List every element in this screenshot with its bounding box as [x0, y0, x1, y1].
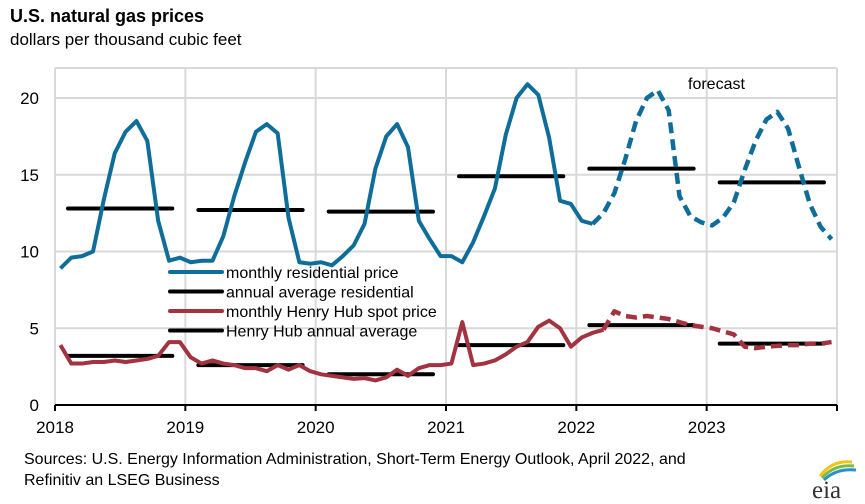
y-tick-label: 20: [20, 89, 39, 108]
logo-arc-green: [820, 464, 855, 480]
legend-label: Henry Hub annual average: [226, 324, 417, 341]
henry_hub-forecast-line: [601, 309, 832, 351]
logo-arc-yellow: [818, 460, 853, 477]
y-tick-label: 10: [20, 243, 39, 262]
y-tick-label: 15: [20, 166, 39, 185]
source-line-1: Sources: U.S. Energy Information Adminis…: [24, 451, 686, 468]
henry_hub-history-line: [58, 318, 605, 383]
residential-history-line: [59, 82, 594, 270]
x-tick-label: 2022: [557, 418, 595, 437]
y-tick-label: 0: [30, 396, 39, 415]
chart-subtitle: dollars per thousand cubic feet: [10, 30, 242, 49]
x-tick-label: 2021: [427, 418, 465, 437]
logo-arc-blue: [822, 468, 857, 482]
x-tick-label: 2019: [166, 418, 204, 437]
chart-title: U.S. natural gas prices: [10, 6, 205, 26]
x-tick-label: 2018: [36, 418, 74, 437]
legend-label: monthly residential price: [226, 265, 399, 282]
line-chart: 0 5 10 15 20 2018 2019 2020 2021 2022 2023 monthly…: [20, 67, 838, 437]
logo-text: eia: [812, 477, 841, 500]
series-lines: [58, 82, 834, 383]
y-tick-label: 5: [30, 319, 39, 338]
legend-label: annual average residential: [226, 285, 414, 302]
eia-logo: eia: [812, 460, 857, 500]
x-tick-label: 2020: [297, 418, 335, 437]
axes: 0 5 10 15 20 2018 2019 2020 2021 2022 2023: [20, 89, 838, 437]
residential-forecast-line: [591, 88, 834, 241]
source-line-2: Refinitiv an LSEG Business: [24, 472, 220, 489]
legend: monthly residential price annual average …: [168, 265, 437, 341]
legend-label: monthly Henry Hub spot price: [226, 304, 437, 321]
x-tick-label: 2023: [688, 418, 726, 437]
forecast-annotation: forecast: [688, 76, 745, 93]
source-note: Sources: U.S. Energy Information Adminis…: [24, 449, 686, 491]
